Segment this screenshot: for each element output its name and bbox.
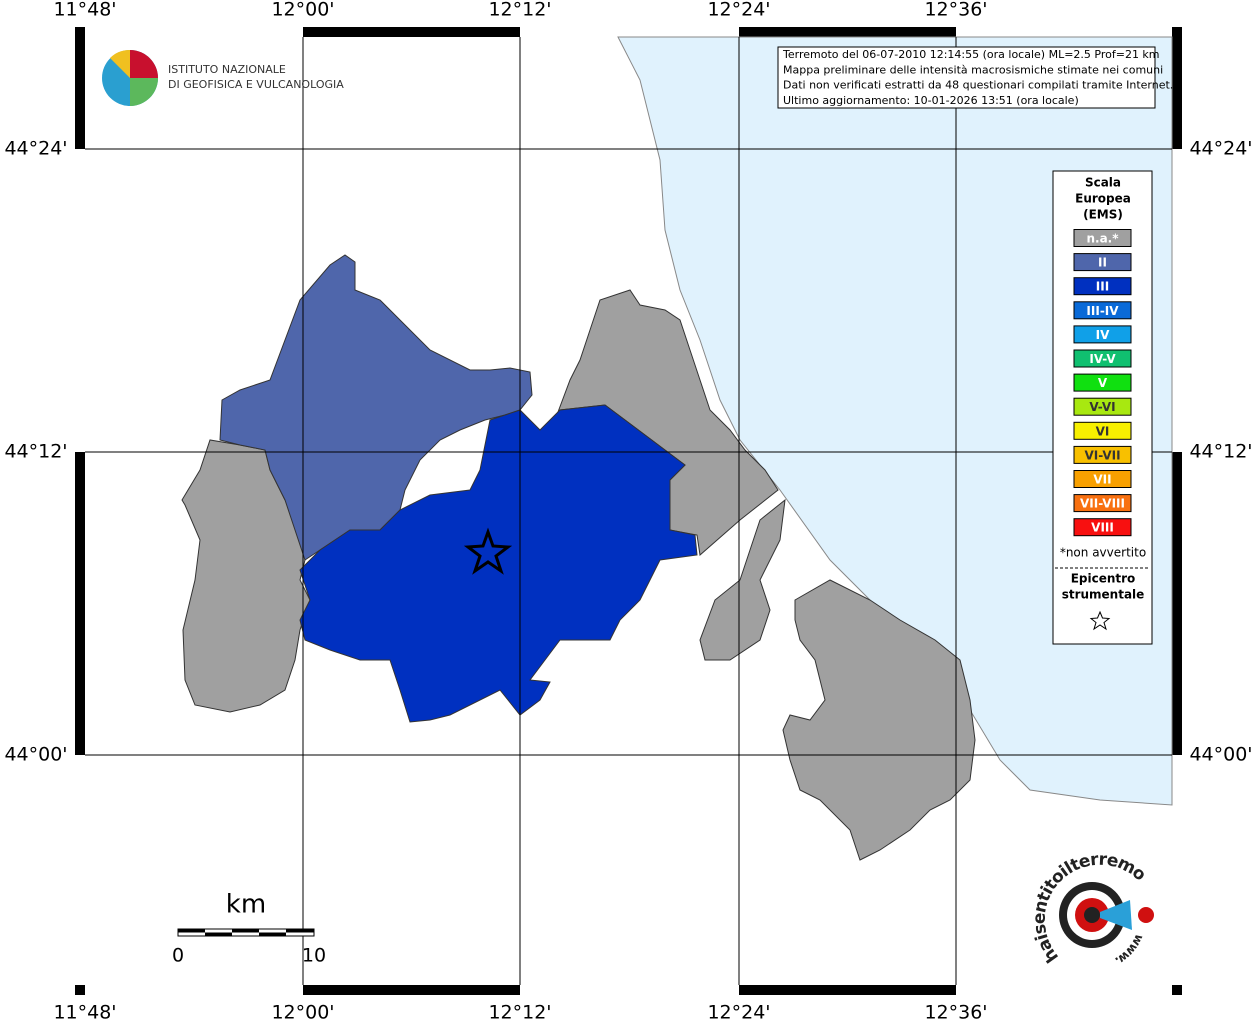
legend-label: V-VI	[1089, 400, 1115, 414]
lon-label: 12°00'	[271, 0, 334, 21]
sea	[617, 36, 1173, 806]
legend-title: Europea	[1075, 192, 1131, 206]
legend-swatch	[1073, 397, 1132, 416]
lon-label: 12°24'	[707, 1002, 770, 1024]
legend-swatch	[1073, 373, 1132, 392]
lat-label: 44°24'	[1189, 138, 1252, 160]
epicenter	[463, 527, 513, 575]
legend-swatch	[1073, 277, 1132, 296]
legend-swatch	[1073, 470, 1132, 488]
legend-label: n.a.*	[1086, 232, 1119, 246]
legend-label: IV-V	[1089, 352, 1116, 366]
lat-label: 44°24'	[4, 138, 67, 160]
legend-star	[1089, 610, 1111, 631]
legend-epicenter: strumentale	[1062, 588, 1145, 602]
lat-label: 44°00'	[4, 744, 67, 766]
legend-label: VII-VIII	[1080, 497, 1125, 511]
legend-note: *non avvertito	[1060, 546, 1146, 560]
legend-label: VIII	[1091, 521, 1114, 535]
scale-label: 0	[172, 945, 184, 967]
legend-swatch	[1073, 253, 1132, 272]
logo-ingv: ISTITUTO NAZIONALE DI GEOFISICA E VULCAN…	[102, 49, 344, 106]
legend-label: II	[1098, 256, 1107, 270]
info-box	[777, 46, 1156, 109]
lon-label: 12°12'	[488, 1002, 551, 1024]
region-na	[782, 579, 976, 861]
info-line: Ultimo aggiornamento: 10-01-2026 13:51 (…	[783, 94, 1079, 107]
legend-swatch	[1073, 445, 1132, 464]
lat-label: 44°12'	[1189, 441, 1252, 463]
legend-label: V	[1098, 376, 1108, 390]
legend-swatch	[1073, 325, 1132, 344]
lon-label: 12°12'	[488, 0, 551, 21]
scale-unit: km	[226, 890, 266, 920]
region-na	[699, 498, 786, 661]
lon-label: 11°48'	[53, 1002, 116, 1024]
logo-text: DI GEOFISICA E VULCANOLOGIA	[168, 78, 344, 91]
legend-swatch	[1073, 229, 1132, 247]
info-line: Dati non verificati estratti da 48 quest…	[783, 79, 1173, 92]
legend-label: IV	[1096, 328, 1110, 342]
scale-bar	[177, 928, 315, 937]
legend-label: III	[1096, 280, 1109, 294]
lon-label: 12°24'	[707, 0, 770, 21]
graticule	[85, 37, 1172, 985]
lon-label: 12°36'	[924, 1002, 987, 1024]
legend-swatch	[1073, 301, 1132, 320]
legend-swatch	[1073, 494, 1132, 513]
legend-swatch	[1073, 518, 1132, 537]
legend-label: VI-VII	[1084, 448, 1120, 462]
logo-text: ISTITUTO NAZIONALE	[168, 63, 286, 76]
frame-bars	[75, 27, 1182, 995]
legend-swatch	[1073, 421, 1132, 440]
legend-label: III-IV	[1086, 304, 1119, 318]
lat-label: 44°00'	[1189, 744, 1252, 766]
lat-label: 44°12'	[4, 441, 67, 463]
legend-title: (EMS)	[1083, 208, 1123, 222]
legend-swatch	[1073, 349, 1132, 368]
info-line: Terremoto del 06-07-2010 12:14:55 (ora l…	[782, 48, 1160, 61]
info-line: Mappa preliminare delle intensità macros…	[783, 63, 1163, 76]
region-ii	[219, 254, 533, 561]
legend-label: VI	[1096, 424, 1110, 438]
lon-label: 12°36'	[924, 0, 987, 21]
legend-epicenter: Epicentro	[1071, 572, 1136, 586]
lon-label: 11°48'	[53, 0, 116, 21]
legend-title: Scala	[1085, 176, 1121, 190]
lon-label: 12°00'	[271, 1002, 334, 1024]
legend-label: VII	[1093, 473, 1111, 487]
scale-label: 10	[302, 945, 326, 967]
